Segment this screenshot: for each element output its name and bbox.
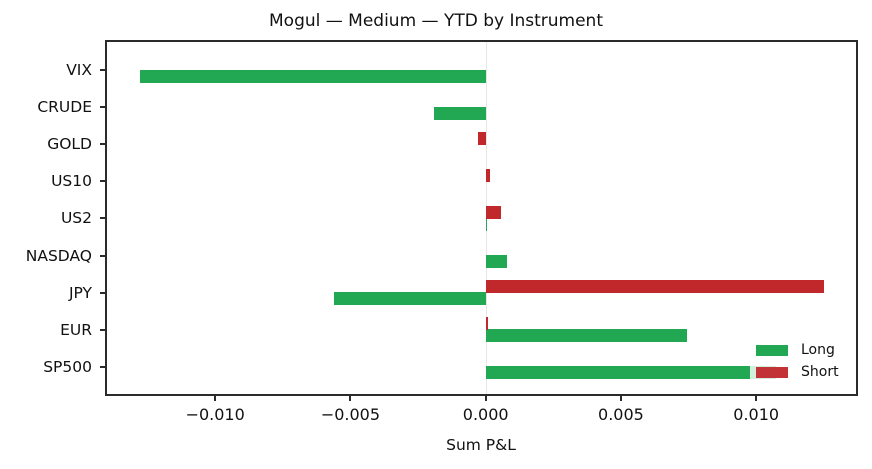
legend-label-short: Short	[801, 364, 839, 380]
y-tick-label: US2	[60, 209, 92, 228]
x-axis-title: Sum P&L	[446, 436, 516, 454]
y-tick	[100, 217, 106, 220]
legend-item-short: Short	[756, 364, 839, 380]
y-tick	[100, 180, 106, 183]
x-tick-label: −0.010	[185, 405, 245, 424]
bar-short-us10	[485, 168, 490, 182]
bar-long-us2	[485, 217, 488, 231]
legend-label-long: Long	[801, 342, 835, 358]
bar-short-jpy	[485, 280, 824, 294]
x-tick-label: 0.005	[598, 405, 644, 424]
y-tick-label: NASDAQ	[25, 246, 92, 265]
y-tick	[100, 291, 106, 294]
x-tick	[484, 394, 487, 401]
x-tick	[619, 394, 622, 401]
y-tick	[100, 69, 106, 71]
y-tick-label: JPY	[68, 283, 92, 302]
x-tick	[214, 394, 217, 401]
bar-long-jpy	[333, 292, 486, 306]
bar-long-vix	[140, 69, 486, 83]
x-tick-label: 0.010	[733, 405, 780, 424]
legend-swatch-short	[756, 366, 788, 378]
bar-short-eur	[485, 317, 489, 331]
y-tick-label: VIX	[66, 61, 92, 79]
legend-item-long: Long	[756, 342, 835, 358]
y-tick-label: EUR	[60, 320, 92, 339]
y-tick	[100, 143, 106, 146]
y-tick	[100, 328, 106, 331]
plot-area	[100, 40, 858, 396]
bar-long-nasdaq	[485, 255, 508, 268]
bar-short-us2	[485, 205, 502, 219]
x-tick	[755, 394, 758, 401]
x-tick-label: −0.005	[320, 405, 381, 424]
legend-swatch-long	[756, 344, 788, 356]
bar-long-crude	[434, 106, 486, 120]
x-tick	[349, 394, 352, 401]
bar-long-eur	[485, 329, 687, 343]
chart-title: Mogul — Medium — YTD by Instrument	[269, 11, 603, 31]
y-tick-label: CRUDE	[37, 98, 92, 117]
y-tick	[100, 254, 106, 257]
bar-long-sp500	[485, 366, 776, 380]
y-tick	[100, 106, 106, 109]
y-tick-label: GOLD	[47, 135, 92, 154]
bar-short-gold	[478, 131, 486, 145]
y-tick	[100, 365, 106, 368]
x-tick-label: 0.000	[462, 405, 509, 424]
y-tick-label: US10	[51, 172, 92, 191]
legend: Long Short	[750, 339, 850, 385]
y-tick-label: SP500	[43, 357, 92, 376]
